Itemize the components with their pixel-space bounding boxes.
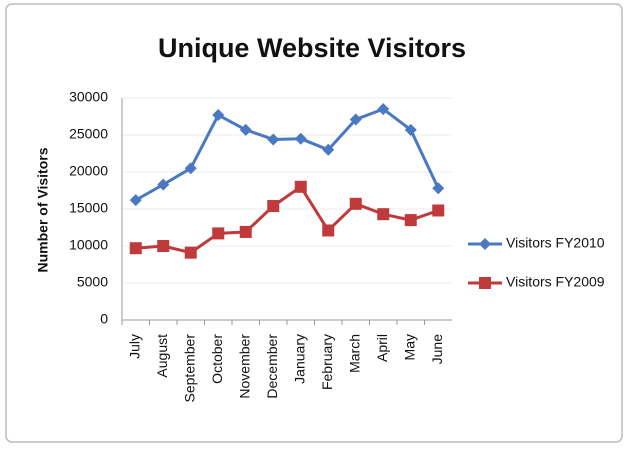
data-point [322, 224, 335, 237]
x-tick-label: December [264, 334, 280, 399]
data-point [432, 182, 445, 195]
data-point [432, 204, 445, 217]
y-axis-title: Number of Visitors [35, 147, 51, 272]
x-tick-label: November [236, 334, 252, 399]
x-tick-label: April [374, 334, 390, 362]
series-line [135, 107, 440, 202]
y-tick-label: 15000 [69, 200, 108, 216]
data-point [157, 240, 170, 252]
y-tick-label: 20000 [69, 163, 108, 179]
data-point [267, 200, 280, 213]
data-point [212, 227, 225, 240]
y-tick-label: 5000 [77, 274, 108, 290]
y-tick-label: 30000 [69, 89, 108, 105]
data-point [377, 208, 390, 221]
data-point [404, 214, 417, 227]
chart-title: Unique Website Visitors [158, 33, 466, 63]
data-point [404, 123, 417, 136]
legend-marker [479, 277, 491, 289]
x-tick-label: June [429, 334, 445, 365]
data-point [212, 109, 225, 122]
data-point [349, 197, 362, 210]
data-point [349, 113, 362, 126]
data-point [294, 132, 307, 145]
data-point [157, 178, 170, 191]
y-tick-label: 0 [100, 311, 108, 327]
legend-marker [479, 238, 491, 250]
x-tick-label: October [209, 334, 225, 384]
data-point [129, 194, 142, 207]
x-tick-label: February [319, 334, 335, 390]
legend-label: Visitors FY2010 [506, 235, 605, 251]
legend-label: Visitors FY2009 [506, 274, 605, 290]
data-point [239, 225, 252, 238]
x-tick-label: January [291, 334, 307, 384]
x-tick-label: July [126, 334, 142, 359]
data-point [377, 103, 390, 116]
data-point [239, 123, 252, 136]
data-point [322, 143, 335, 156]
x-tick-label: August [154, 334, 170, 378]
x-tick-label: September [181, 334, 197, 403]
x-tick-label: March [346, 334, 362, 373]
x-tick-label: May [401, 334, 417, 360]
data-point [267, 133, 280, 146]
y-tick-label: 10000 [69, 237, 108, 253]
chart-frame [5, 3, 623, 443]
data-point [294, 180, 307, 193]
data-point [184, 162, 197, 175]
data-point [184, 246, 197, 259]
y-tick-label: 25000 [69, 126, 108, 142]
data-point [129, 242, 142, 255]
